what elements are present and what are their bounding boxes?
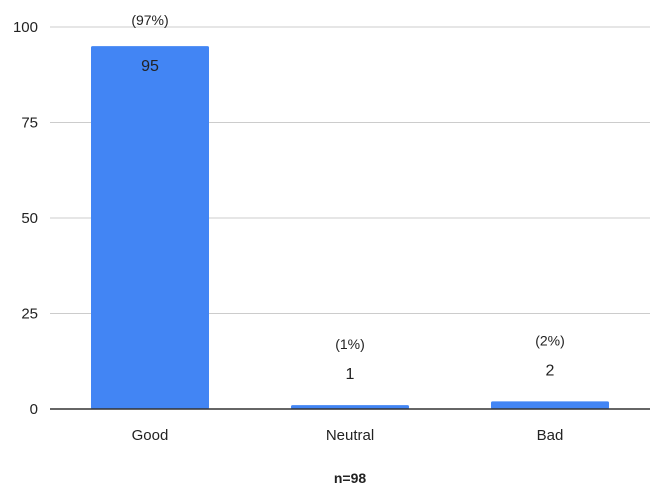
x-category-label-good: Good bbox=[132, 427, 169, 444]
x-axis-title: n=98 bbox=[334, 470, 367, 486]
value-label-good: 95 bbox=[141, 58, 159, 75]
y-tick-label-0: 0 bbox=[30, 401, 38, 418]
bars bbox=[91, 46, 609, 409]
value-label-bad: 2 bbox=[546, 362, 555, 379]
data-labels: 95 (97%) 1 (1%) 2 (2%) bbox=[131, 12, 564, 383]
value-label-neutral: 1 bbox=[346, 366, 355, 383]
percent-label-good: (97%) bbox=[131, 12, 168, 28]
x-axis-category-labels: Good Neutral Bad bbox=[132, 427, 564, 444]
y-tick-label-50: 50 bbox=[21, 210, 38, 227]
bar-bad bbox=[491, 401, 609, 409]
bar-good bbox=[91, 46, 209, 409]
y-tick-label-100: 100 bbox=[13, 19, 38, 36]
bar-neutral bbox=[291, 405, 409, 409]
percent-label-bad: (2%) bbox=[535, 332, 565, 348]
y-axis-tick-labels: 0 25 50 75 100 bbox=[13, 19, 38, 418]
y-tick-label-25: 25 bbox=[21, 306, 38, 323]
y-tick-label-75: 75 bbox=[21, 115, 38, 132]
x-category-label-bad: Bad bbox=[537, 427, 564, 444]
x-category-label-neutral: Neutral bbox=[326, 427, 374, 444]
percent-label-neutral: (1%) bbox=[335, 336, 365, 352]
